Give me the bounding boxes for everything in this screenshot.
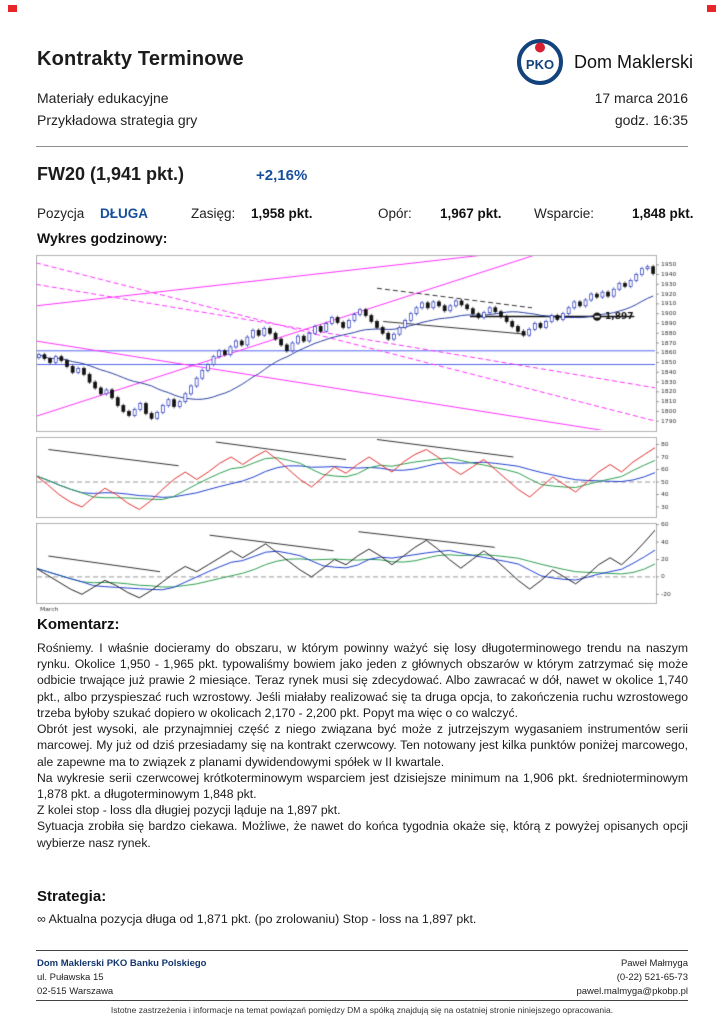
footer-city: 02-515 Warszawa xyxy=(37,985,114,997)
subtitle-strategy: Przykładowa strategia gry xyxy=(37,112,198,128)
support-label: Wsparcie: xyxy=(534,206,595,221)
commentary-body: Rośniemy. I właśnie docieramy do obszaru… xyxy=(37,640,688,851)
pko-logo-ring xyxy=(517,39,563,85)
range-value: 1,958 pkt. xyxy=(251,206,313,221)
position-label: Pozycja xyxy=(37,206,85,221)
strategy-bullet-icon: ∞ xyxy=(37,912,46,926)
commentary-paragraph: Na wykresie serii czerwcowej krótkotermi… xyxy=(37,770,688,801)
support-value: 1,848 pkt. xyxy=(632,206,694,221)
footer-contact-block: Paweł Małmyga (0-22) 521-65-73 pawel.mal… xyxy=(576,957,688,998)
pko-logo-text: PKO xyxy=(526,57,554,72)
print-mark-top-left xyxy=(8,5,17,12)
commentary-paragraph: Sytuacja zrobiła się bardzo ciekawa. Moż… xyxy=(37,819,688,850)
strategy-heading: Strategia: xyxy=(37,888,107,905)
footer-company: Dom Maklerski PKO Banku Polskiego xyxy=(37,958,207,969)
instrument-name: FW20 (1,941 pkt.) xyxy=(37,164,185,184)
pko-logo: PKO xyxy=(517,39,563,85)
footer-contact-name: Paweł Małmyga xyxy=(620,958,688,969)
resistance-label: Opór: xyxy=(378,206,412,221)
disclaimer-text: Istotne zastrzeżenia i informacje na tem… xyxy=(110,1005,614,1015)
pko-logo-red-dot xyxy=(535,42,545,53)
footer-divider xyxy=(36,950,688,951)
hourly-price-chart xyxy=(36,252,696,612)
report-date: 17 marca 2016 xyxy=(594,90,688,106)
resistance-value: 1,967 pkt. xyxy=(440,206,502,221)
header-divider xyxy=(36,146,688,147)
commentary-paragraph: Rośniemy. I właśnie docieramy do obszaru… xyxy=(37,641,688,720)
footer-street: ul. Puławska 15 xyxy=(37,971,104,983)
commentary-paragraph: Z kolei stop - loss dla długiej pozycji … xyxy=(37,803,341,818)
footer-address-block: Dom Maklerski PKO Banku Polskiego ul. Pu… xyxy=(37,957,206,998)
strategy-text: Aktualna pozycja długa od 1,871 pkt. (po… xyxy=(48,912,477,926)
footer-email-link[interactable]: pawel.malmyga@pkobp.pl xyxy=(576,985,688,997)
commentary-paragraph: Obrót jest wysoki, ale przynajmniej częś… xyxy=(37,722,688,769)
position-value: DŁUGA xyxy=(100,206,148,221)
footer-phone: (0-22) 521-65-73 xyxy=(616,971,688,983)
chart-section-label: Wykres godzinowy: xyxy=(37,230,168,246)
subtitle-education: Materiały edukacyjne xyxy=(37,90,169,106)
report-time: godz. 16:35 xyxy=(614,112,688,128)
strategy-item: ∞ Aktualna pozycja długa od 1,871 pkt. (… xyxy=(37,912,476,926)
instrument-change: +2,16% xyxy=(256,167,308,184)
commentary-heading: Komentarz: xyxy=(37,616,120,633)
disclaimer-divider xyxy=(36,1000,688,1001)
page-title: Kontrakty Terminowe xyxy=(37,48,244,70)
brand-name: Dom Maklerski xyxy=(574,52,694,72)
print-mark-top-right xyxy=(707,5,716,12)
range-label: Zasięg: xyxy=(191,206,236,221)
